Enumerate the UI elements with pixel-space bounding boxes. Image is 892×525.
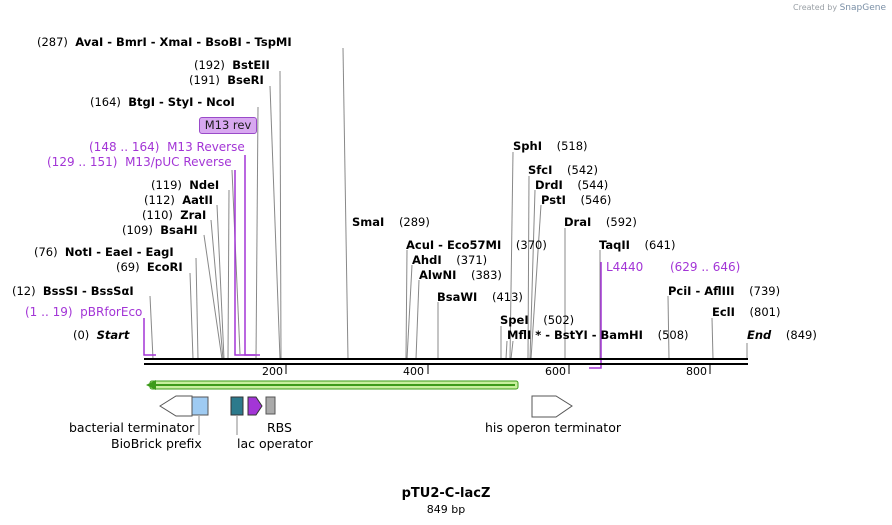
small-feature-box — [265, 396, 276, 415]
tick-label-200: 200 — [262, 365, 283, 378]
site-label-acui[interactable]: AcuI - Eco57MI (370) — [406, 238, 547, 252]
site-label-drdi[interactable]: DrdI (544) — [535, 178, 609, 192]
site-label-drai[interactable]: DraI (592) — [564, 215, 637, 229]
primer-marks — [143, 155, 602, 369]
primer-label-l4440[interactable]: L4440 (629 .. 646) — [606, 260, 741, 274]
site-label-sfci[interactable]: SfcI (542) — [528, 163, 598, 177]
pbrforeco-primer-mark — [143, 318, 156, 356]
plasmid-length: 849 bp — [426, 503, 466, 516]
feature-leader-lines — [198, 416, 238, 435]
site-label-287[interactable]: (287) AvaI - BmrI - XmaI - BsoBI - TspMI — [37, 35, 292, 49]
site-label-taqii[interactable]: TaqII (641) — [599, 238, 676, 252]
site-label-sphi[interactable]: SphI (518) — [513, 139, 588, 153]
bacterial-terminator-arrow — [159, 395, 193, 417]
site-leader-lines — [149, 47, 748, 360]
backbone-bottom-strand — [144, 363, 748, 365]
tick-label-600: 600 — [545, 365, 566, 378]
site-label-ecori[interactable]: (69) EcoRI — [116, 260, 183, 274]
m13puc-primer-mark — [234, 170, 255, 356]
site-label-bsahi[interactable]: (109) BsaHI — [122, 223, 198, 237]
lac-operator-box — [230, 396, 244, 416]
lacz-arrow — [146, 380, 519, 390]
l4440-primer-mark — [589, 262, 602, 369]
site-label-spei[interactable]: SpeI (502) — [500, 313, 575, 327]
site-label-76[interactable]: (76) NotI - EaeI - EagI — [34, 245, 174, 259]
site-label-pcii[interactable]: PciI - AflIII (739) — [668, 284, 781, 298]
scale-ticks — [285, 365, 711, 374]
biobrick-prefix-box — [191, 396, 209, 416]
primer-label-m13-puc-reverse[interactable]: (129 .. 151) M13/pUC Reverse — [47, 155, 232, 169]
feature-label-rbs[interactable]: RBS — [267, 420, 292, 435]
credit: Created by SnapGene — [793, 3, 886, 13]
his-operon-terminator-arrow — [531, 395, 573, 418]
rbs-arrow — [247, 396, 263, 416]
site-label-aatii[interactable]: (112) AatII — [144, 193, 213, 207]
tick-label-400: 400 — [403, 365, 424, 378]
site-label-end[interactable]: End (849) — [747, 328, 817, 342]
feature-label-his-operon-terminator[interactable]: his operon terminator — [485, 420, 621, 435]
site-label-zrai[interactable]: (110) ZraI — [142, 208, 207, 222]
site-label-ecli[interactable]: EclI (801) — [712, 305, 781, 319]
site-label-alwni[interactable]: AlwNI (383) — [419, 268, 502, 282]
site-label-ndei[interactable]: (119) NdeI — [151, 178, 220, 192]
site-label-164[interactable]: (164) BtgI - StyI - NcoI — [90, 95, 235, 109]
backbone-top-strand — [144, 358, 748, 360]
site-label-bsteii[interactable]: (192) BstEII — [194, 58, 270, 72]
plasmid-title: pTU2-C-lacZ — [401, 486, 491, 501]
site-label-12[interactable]: (12) BssSI - BssSαI — [12, 284, 134, 298]
primer-label-m13-reverse[interactable]: (148 .. 164) M13 Reverse — [89, 140, 245, 154]
site-label-ahdi[interactable]: AhdI (371) — [412, 253, 488, 267]
site-label-mfli[interactable]: MflI * - BstYI - BamHI (508) — [507, 328, 689, 342]
site-label-psti[interactable]: PstI (546) — [541, 193, 612, 207]
feature-label-biobrick-prefix[interactable]: BioBrick prefix — [111, 436, 202, 451]
feature-label-lac-operator[interactable]: lac operator — [237, 436, 313, 451]
site-label-bseri[interactable]: (191) BseRI — [189, 73, 264, 87]
primer-label-pbrforeco[interactable]: (1 .. 19) pBRforEco — [25, 305, 143, 319]
tick-label-800: 800 — [686, 365, 707, 378]
site-label-start[interactable]: (0) Start — [73, 328, 130, 342]
m13-rev-primer-box[interactable]: M13 rev — [199, 117, 257, 134]
site-label-bsawi[interactable]: BsaWI (413) — [437, 290, 523, 304]
site-label-smai[interactable]: SmaI (289) — [352, 215, 430, 229]
feature-label-bacterial-terminator[interactable]: bacterial terminator — [69, 420, 195, 435]
